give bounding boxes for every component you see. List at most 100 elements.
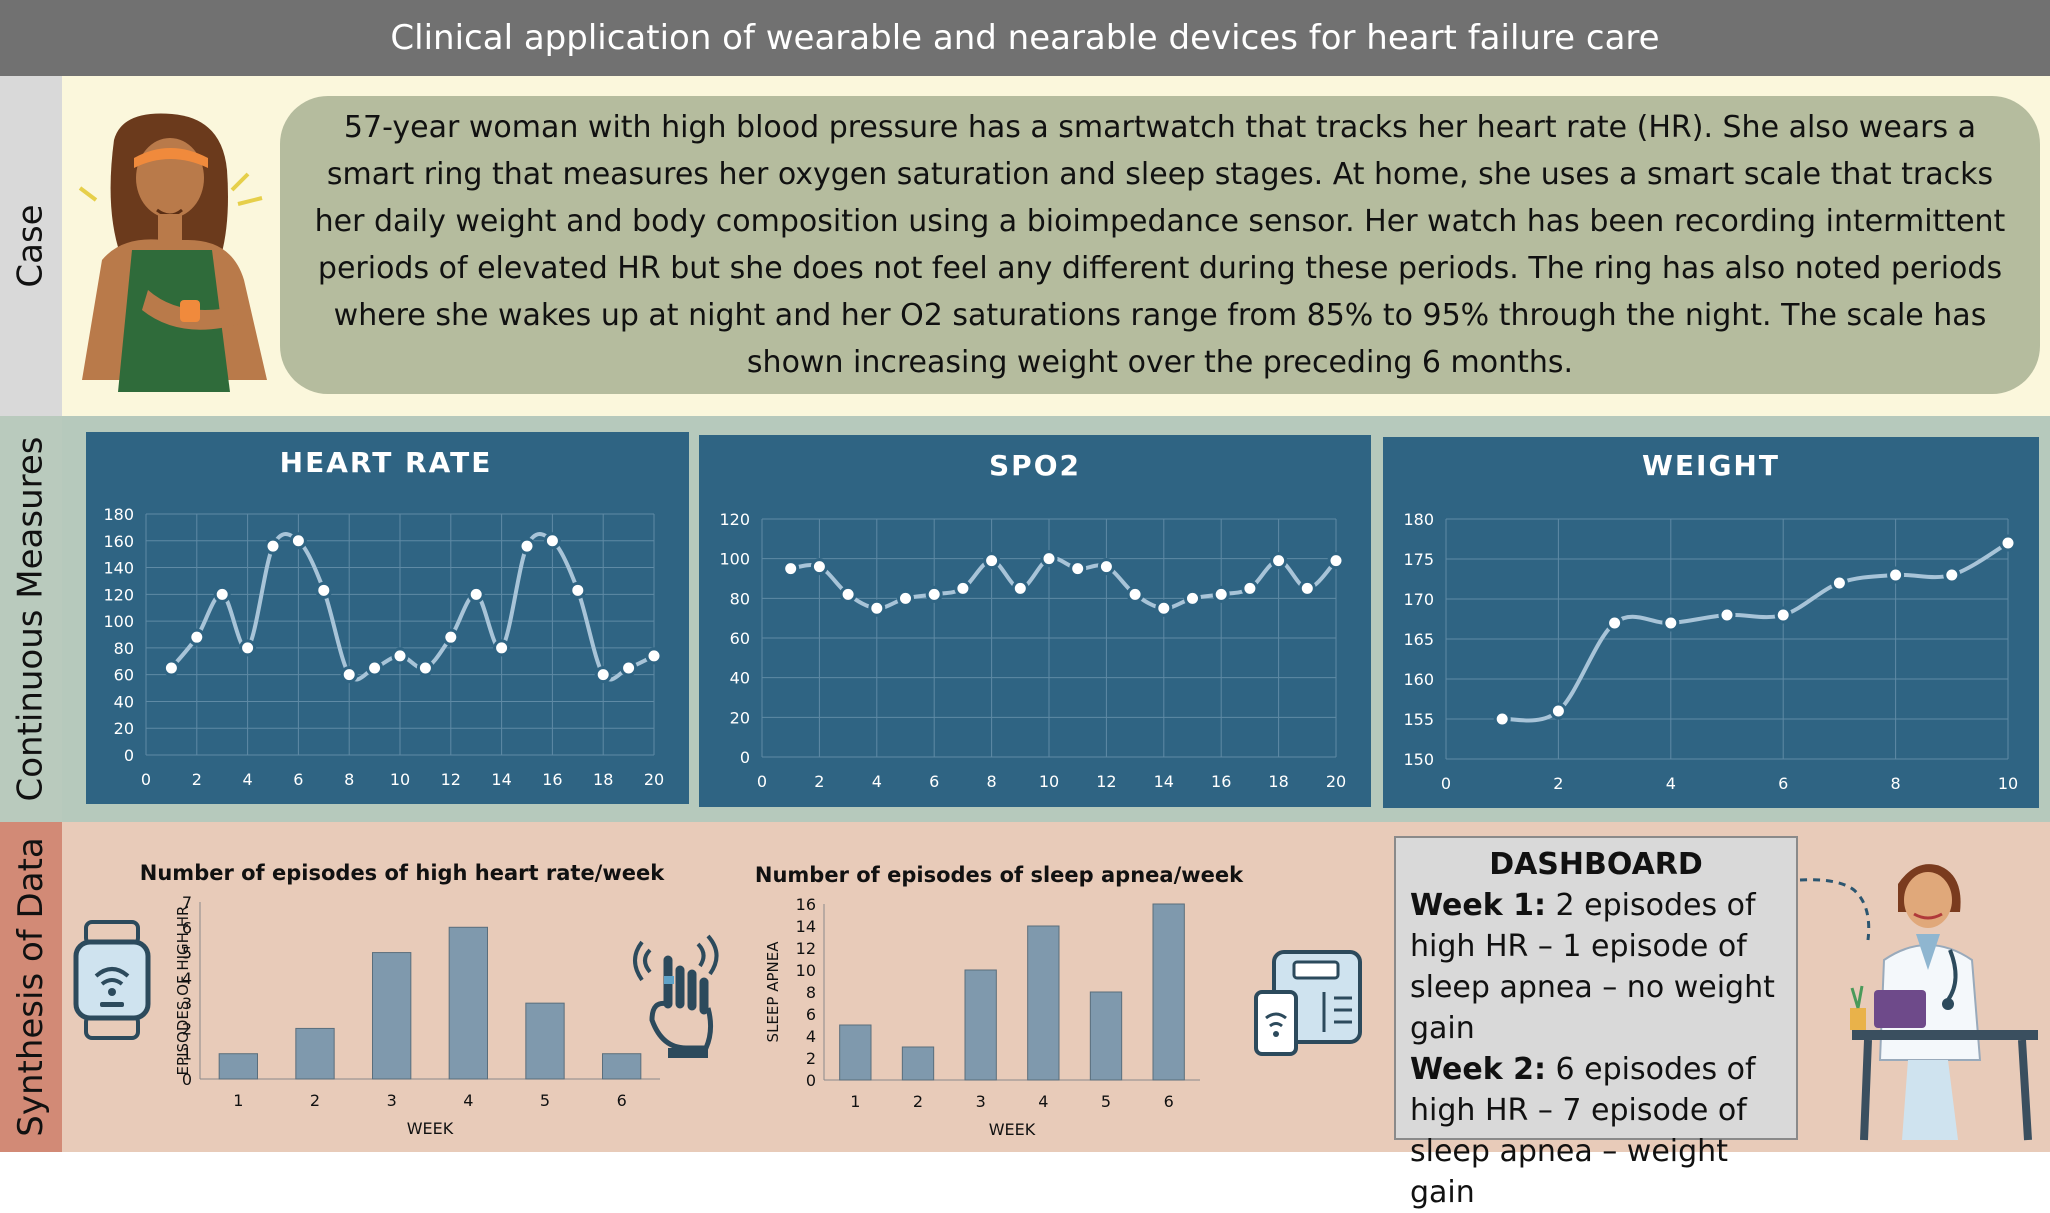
bar — [602, 1053, 642, 1080]
data-point — [391, 647, 409, 665]
weight-chart-panel: WEIGHT 150 155 160 165 170 175 180 0 2 4 6 8 10 — [1383, 437, 2039, 808]
chart-title: SPO2 — [989, 449, 1081, 482]
data-point — [1887, 566, 1905, 584]
x-tick-label: 6 — [1778, 774, 1788, 793]
y-tick-label: 160 — [103, 532, 134, 551]
x-tick-label: 14 — [491, 770, 511, 789]
heart-rate-chart: HEART RATE 0 20 40 60 80 100 120 140 160 180 0 2 4 6 8 1… — [103, 446, 664, 789]
bar — [218, 1053, 258, 1080]
bar — [901, 1046, 935, 1081]
y-tick-label: 170 — [1403, 590, 1434, 609]
data-point — [1011, 579, 1029, 597]
smart-ring-hand-icon — [633, 934, 719, 1058]
chart-title: Number of episodes of sleep apnea/week — [755, 863, 1244, 887]
y-tick-label: 0 — [806, 1071, 816, 1090]
x-tick-label: 14 — [1154, 772, 1174, 791]
x-tick-label: 4 — [243, 770, 253, 789]
x-tick-label: 3 — [387, 1091, 397, 1110]
data-point — [1718, 606, 1736, 624]
x-tick-label: 20 — [1326, 772, 1346, 791]
x-tick-label: 10 — [390, 770, 410, 789]
dashboard-week-2: Week 2: 6 episodes of high HR – 7 episod… — [1410, 1049, 1782, 1213]
x-tick-label: 8 — [1891, 774, 1901, 793]
bar — [1089, 991, 1123, 1081]
x-tick-label: 16 — [542, 770, 562, 789]
chart-title: Number of episodes of high heart rate/we… — [140, 861, 665, 885]
y-tick-label: 5 — [182, 944, 192, 963]
y-tick-label: 16 — [796, 895, 816, 914]
measures-label-text: Continuous Measures — [11, 436, 51, 802]
data-point — [1155, 599, 1173, 617]
x-tick-label: 16 — [1211, 772, 1231, 791]
smartwatch-icon — [73, 920, 151, 1040]
data-point — [1830, 574, 1848, 592]
y-tick-label: 40 — [114, 692, 134, 711]
x-tick-label: 2 — [192, 770, 202, 789]
x-tick-label: 10 — [1998, 774, 2018, 793]
y-tick-label: 0 — [740, 748, 750, 767]
data-point — [188, 628, 206, 646]
data-point — [782, 560, 800, 578]
y-tick-label: 6 — [806, 1005, 816, 1024]
x-axis-label: WEEK — [989, 1120, 1036, 1139]
data-point — [1662, 614, 1680, 632]
data-point — [1606, 614, 1624, 632]
data-point — [645, 647, 663, 665]
page-title: Clinical application of wearable and nea… — [0, 0, 2050, 76]
data-point — [594, 666, 612, 684]
y-tick-label: 8 — [806, 983, 816, 1002]
x-tick-label: 10 — [1039, 772, 1059, 791]
bar — [372, 952, 412, 1080]
y-tick-label: 4 — [182, 969, 192, 988]
y-tick-label: 4 — [806, 1027, 816, 1046]
synthesis-section-label: Synthesis of Data — [0, 822, 62, 1152]
x-tick-label: 6 — [1164, 1092, 1174, 1111]
high-hr-episodes-chart: Number of episodes of high heart rate/we… — [140, 861, 665, 1138]
week-2-label: Week 2: — [1410, 1052, 1546, 1087]
spo2-chart-panel: SPO2 0 20 40 60 80 100 120 0 2 4 6 8 10 12 14 16 18 20 — [699, 435, 1371, 807]
data-point — [1126, 585, 1144, 603]
y-tick-label: 40 — [730, 669, 750, 688]
heart-rate-chart-panel: HEART RATE 0 20 40 60 80 100 120 140 160 180 0 2 4 6 8 1… — [86, 432, 689, 804]
data-point — [1774, 606, 1792, 624]
bar — [839, 1024, 872, 1081]
y-tick-label: 20 — [114, 719, 134, 738]
x-tick-label: 2 — [1553, 774, 1563, 793]
y-tick-label: 10 — [796, 961, 816, 980]
y-tick-label: 120 — [719, 510, 750, 529]
x-tick-label: 0 — [141, 770, 151, 789]
y-tick-label: 150 — [1403, 750, 1434, 769]
x-tick-label: 1 — [850, 1092, 860, 1111]
dashboard-heading: DASHBOARD — [1489, 847, 1703, 882]
x-tick-label: 8 — [344, 770, 354, 789]
data-point — [1493, 710, 1511, 728]
series-line — [169, 532, 655, 682]
weight-chart: WEIGHT 150 155 160 165 170 175 180 0 2 4 6 8 10 — [1403, 449, 2018, 793]
data-point — [162, 659, 180, 677]
y-tick-label: 120 — [103, 585, 134, 604]
x-tick-label: 4 — [463, 1091, 473, 1110]
data-point — [1549, 702, 1567, 720]
data-point — [868, 599, 886, 617]
y-tick-label: 2 — [806, 1049, 816, 1068]
bar — [525, 1002, 565, 1080]
y-tick-label: 0 — [124, 746, 134, 765]
data-point — [518, 537, 536, 555]
y-tick-label: 180 — [1403, 510, 1434, 529]
data-point — [1298, 579, 1316, 597]
data-point — [1212, 585, 1230, 603]
data-point — [213, 585, 231, 603]
y-axis-label: EPISODES OF HIGH HR — [174, 906, 192, 1076]
data-point — [983, 552, 1001, 570]
x-tick-label: 0 — [1441, 774, 1451, 793]
data-point — [467, 585, 485, 603]
x-tick-label: 5 — [540, 1091, 550, 1110]
bar — [448, 926, 488, 1080]
x-tick-label: 2 — [310, 1091, 320, 1110]
y-tick-label: 60 — [730, 629, 750, 648]
data-point — [1327, 552, 1345, 570]
data-point — [1184, 589, 1201, 607]
y-tick-label: 12 — [796, 939, 816, 958]
x-tick-label: 6 — [293, 770, 303, 789]
data-point — [493, 639, 511, 657]
